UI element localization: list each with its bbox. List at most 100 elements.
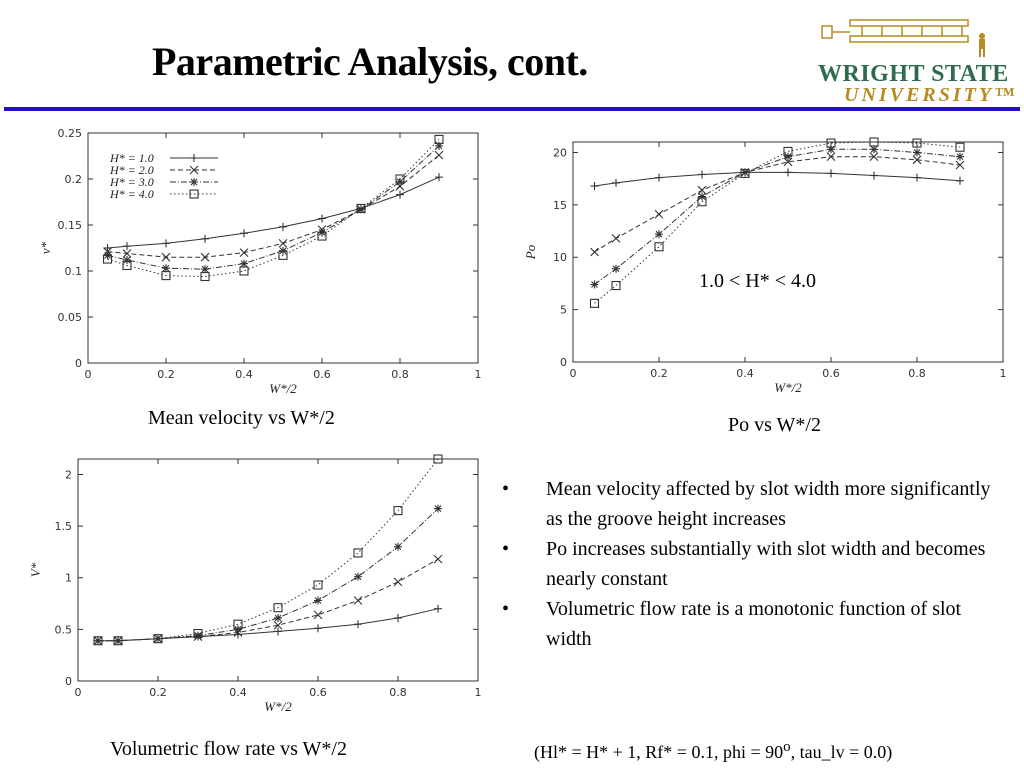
- data-point: [956, 176, 964, 185]
- y-axis-label: Po: [523, 244, 538, 260]
- data-point: [870, 145, 878, 154]
- data-point: [698, 192, 706, 201]
- plot-frame: [572, 141, 1004, 363]
- data-point: [193, 628, 203, 639]
- y-tick-label: 1.5: [55, 520, 73, 533]
- bullet-text: Po increases substantially with slot wid…: [546, 538, 986, 590]
- x-tick-label: 0.6: [822, 367, 840, 380]
- y-axis-label: V*: [28, 562, 43, 577]
- plot-frame: [77, 458, 479, 682]
- data-point: [783, 146, 793, 156]
- mean-velocity-chart: 0 0.2 0.4 0.6 0.8 1 0 0.05 0.1 0.15 0.2 0.25 W*/2 v* H…: [30, 120, 490, 405]
- bullet-marker: •: [502, 538, 510, 560]
- data-point: [655, 173, 663, 182]
- data-point: [161, 252, 171, 262]
- series-1: [94, 604, 442, 645]
- data-point: [239, 266, 249, 276]
- data-point: [123, 242, 131, 251]
- series-line: [107, 145, 440, 270]
- y-tick-label: 20: [553, 146, 567, 159]
- bullet-text: Volumetric flow rate is a monotonic func…: [546, 598, 962, 650]
- slide-title: Parametric Analysis, cont.: [152, 39, 588, 84]
- x-tick-label: 1: [1000, 367, 1007, 380]
- data-point: [314, 624, 322, 633]
- data-point: [870, 171, 878, 180]
- data-point: [912, 138, 922, 148]
- data-point: [827, 169, 835, 178]
- data-point: [612, 264, 620, 273]
- data-point: [239, 248, 249, 257]
- legend-label: H* = 2.0: [109, 163, 154, 177]
- series-3: [94, 504, 442, 645]
- legend-label: H* = 1.0: [109, 151, 154, 165]
- bullet-item: • Po increases substantially with slot wi…: [500, 534, 1000, 594]
- data-point: [278, 239, 288, 248]
- y-tick-label: 0: [560, 356, 567, 369]
- legend-marker: [190, 154, 198, 162]
- x-tick-label: 1: [475, 368, 482, 381]
- data-point: [826, 152, 836, 162]
- series-3: [590, 145, 964, 289]
- footnote-text-after: , tau_lv = 0.0): [790, 742, 893, 762]
- data-point: [313, 610, 323, 620]
- data-point: [784, 168, 792, 177]
- data-point: [956, 152, 964, 161]
- x-tick-label: 0.8: [389, 686, 407, 699]
- x-tick-label: 0.4: [736, 367, 754, 380]
- legend-marker: [189, 189, 199, 199]
- data-point: [234, 625, 242, 634]
- y-tick-label: 5: [560, 304, 567, 317]
- data-point: [201, 265, 209, 274]
- series-line: [594, 148, 961, 285]
- data-point: [740, 168, 750, 178]
- data-point: [201, 234, 209, 243]
- data-point: [123, 255, 131, 264]
- legend: H* = 1.0H* = 2.0H* = 3.0H* = 4.0: [109, 151, 218, 201]
- data-point: [913, 173, 921, 182]
- data-point: [955, 160, 965, 170]
- data-point: [395, 174, 405, 184]
- x-tick-label: 1: [475, 686, 482, 699]
- legend-label: H* = 3.0: [109, 175, 154, 189]
- y-tick-label: 2: [65, 468, 72, 481]
- data-point: [194, 631, 202, 640]
- plot-frame: [87, 132, 479, 364]
- bullet-marker: •: [502, 478, 510, 500]
- data-point: [434, 150, 444, 160]
- data-point: [102, 254, 113, 264]
- series-1: [590, 168, 964, 190]
- data-point: [200, 252, 210, 262]
- x-tick-label: 0.2: [650, 367, 668, 380]
- university-logo: WRIGHT STATE UNIVERSITY™: [812, 8, 1014, 108]
- data-point: [434, 134, 444, 144]
- data-point: [200, 271, 210, 282]
- x-tick-label: 0.4: [229, 686, 247, 699]
- chart-svg: 0 0.2 0.4 0.6 0.8 1 0 0.5 1 1.5 2 W*/2 V*: [28, 454, 482, 714]
- series-4: [93, 454, 443, 646]
- y-tick-label: 0: [75, 357, 82, 370]
- data-point: [434, 504, 442, 513]
- data-point: [955, 142, 965, 152]
- y-tick-label: 0.2: [65, 173, 83, 186]
- data-point: [240, 259, 248, 268]
- data-point: [612, 178, 620, 187]
- data-point: [354, 572, 362, 581]
- data-point: [912, 155, 922, 165]
- data-point: [913, 148, 921, 157]
- y-tick-label: 0: [65, 675, 72, 688]
- data-point: [318, 214, 326, 223]
- data-point: [611, 280, 621, 291]
- data-point: [233, 619, 243, 629]
- data-point: [356, 203, 366, 213]
- data-point: [240, 229, 248, 238]
- series-2: [590, 152, 965, 257]
- series-4: [589, 137, 965, 308]
- data-point: [590, 280, 599, 289]
- y-tick-label: 0.25: [58, 127, 83, 140]
- x-tick-label: 0: [570, 367, 577, 380]
- y-tick-label: 15: [553, 199, 567, 212]
- data-point: [274, 614, 282, 623]
- data-point: [353, 596, 363, 605]
